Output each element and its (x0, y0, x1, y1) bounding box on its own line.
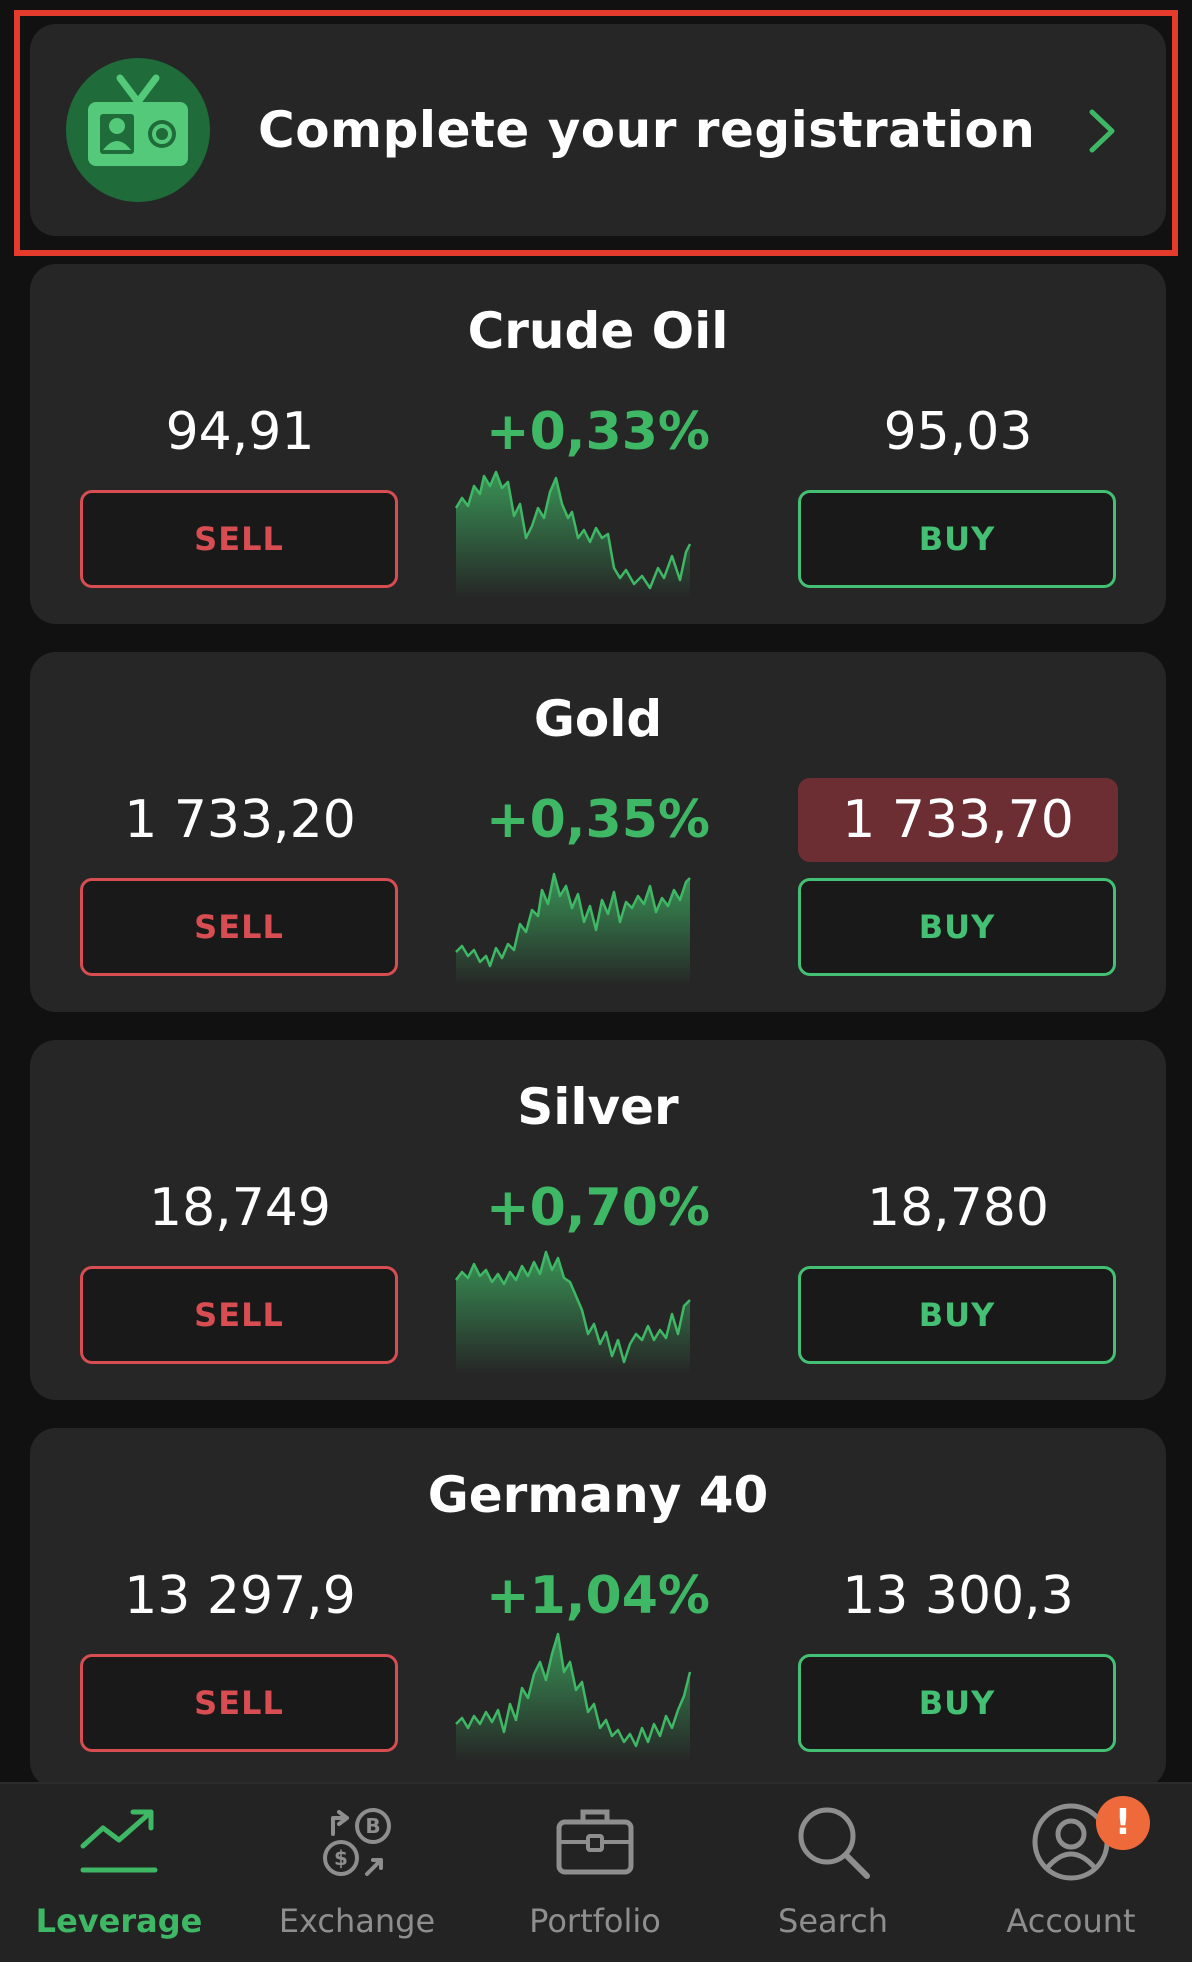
sell-button[interactable]: SELL (80, 878, 398, 976)
buy-price: 13 300,3 (842, 1566, 1074, 1626)
nav-item-leverage[interactable]: Leverage (0, 1784, 238, 1962)
svg-text:$: $ (334, 1846, 348, 1870)
sell-button[interactable]: SELL (80, 1266, 398, 1364)
trend-up-icon (80, 1809, 158, 1873)
nav-label: Portfolio (529, 1902, 661, 1940)
nav-label: Exchange (278, 1902, 436, 1940)
account-alert-badge: ! (1096, 1796, 1150, 1850)
buy-button[interactable]: BUY (798, 878, 1116, 976)
buy-button[interactable]: BUY (798, 1654, 1116, 1752)
buy-button[interactable]: BUY (798, 1266, 1116, 1364)
chevron-right-icon (1089, 109, 1115, 153)
nav-item-portfolio[interactable]: Portfolio (476, 1784, 714, 1962)
sparkline-chart (455, 872, 691, 986)
sparkline-chart (455, 1632, 692, 1762)
buy-price: 95,03 (883, 402, 1033, 462)
instrument-name: Silver (517, 1078, 679, 1136)
price-change: +1,04% (486, 1566, 710, 1626)
sparkline-chart (454, 470, 692, 598)
sell-price: 18,749 (149, 1178, 331, 1238)
buy-price: 1 733,70 (798, 778, 1118, 862)
registration-highlight-frame (14, 10, 1178, 256)
briefcase-icon (556, 1809, 634, 1875)
buy-button[interactable]: BUY (798, 490, 1116, 588)
sell-price: 13 297,9 (124, 1566, 356, 1626)
sell-button[interactable]: SELL (80, 1654, 398, 1752)
instrument-card-germany-40[interactable]: Germany 40 13 297,9 +1,04% 13 300,3 SELL… (30, 1428, 1166, 1788)
sell-price: 94,91 (165, 402, 315, 462)
instrument-card-gold[interactable]: Gold 1 733,20 +0,35% 1 733,70 SELL BUY (30, 652, 1166, 1012)
complete-registration-banner[interactable]: Complete your registration (30, 24, 1166, 236)
nav-item-account[interactable]: Account (952, 1784, 1190, 1962)
svg-text:B: B (365, 1814, 380, 1838)
sparkline-chart (455, 1250, 691, 1374)
instrument-name: Germany 40 (427, 1466, 769, 1524)
search-icon (798, 1807, 870, 1879)
price-change: +0,35% (486, 790, 710, 850)
nav-label: Leverage (35, 1902, 203, 1940)
instrument-card-crude-oil[interactable]: Crude Oil 94,91 +0,33% 95,03 SELL BUY (30, 264, 1166, 624)
buy-price: 18,780 (867, 1178, 1049, 1238)
nav-label: Search (778, 1902, 888, 1940)
instrument-name: Gold (533, 690, 663, 748)
bottom-navigation: Leverage B $ Exchange Portfolio (0, 1782, 1192, 1962)
sell-button[interactable]: SELL (80, 490, 398, 588)
price-change: +0,70% (486, 1178, 710, 1238)
registration-title: Complete your registration (258, 101, 1036, 159)
exchange-icon: B $ (323, 1808, 391, 1876)
nav-item-exchange[interactable]: B $ Exchange (238, 1784, 476, 1962)
nav-item-search[interactable]: Search (714, 1784, 952, 1962)
price-change: +0,33% (486, 402, 710, 462)
instrument-name: Crude Oil (467, 302, 729, 360)
sell-price: 1 733,20 (124, 790, 356, 850)
instrument-card-silver[interactable]: Silver 18,749 +0,70% 18,780 SELL BUY (30, 1040, 1166, 1400)
nav-label: Account (1006, 1902, 1136, 1940)
id-card-icon (66, 58, 210, 202)
